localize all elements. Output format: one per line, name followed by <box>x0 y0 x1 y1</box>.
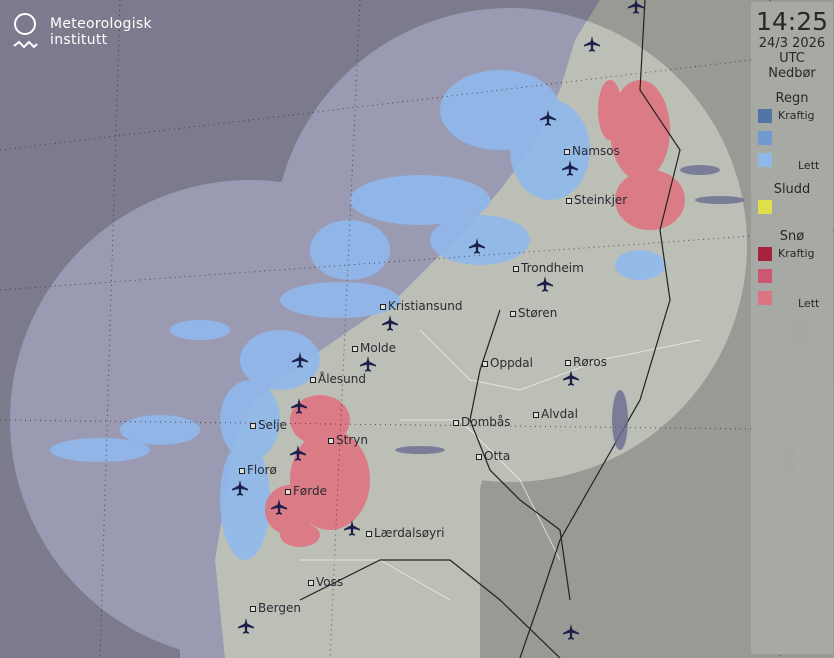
legend-group-snow: Snø <box>779 229 805 244</box>
rain-areas <box>50 70 665 560</box>
legend-swatch: Kraftig <box>758 247 833 266</box>
city-label: Bergen <box>250 602 301 614</box>
airplane-icon[interactable] <box>537 276 553 292</box>
city-label: Otta <box>476 450 510 462</box>
airplane-icon[interactable] <box>238 618 254 634</box>
legend-swatch <box>758 200 833 219</box>
airplane-icon[interactable] <box>584 36 600 52</box>
airplane-icon[interactable] <box>382 315 398 331</box>
airplane-icon[interactable] <box>360 356 376 372</box>
airplane-icon[interactable] <box>469 238 485 254</box>
legend-swatch: Lett <box>758 291 833 310</box>
legend-swatch <box>758 269 833 288</box>
city-label: Førde <box>285 485 327 497</box>
legend-swatch: Lett <box>758 153 833 172</box>
city-label: Kristiansund <box>380 300 462 312</box>
airplane-icon[interactable] <box>563 624 579 640</box>
legend-time: 14:25 <box>755 7 829 36</box>
city-label: Molde <box>352 342 396 354</box>
city-label: Florø <box>239 464 277 476</box>
brand-name-line1: Meteorologisk <box>50 16 152 32</box>
legend-date: 24/3 2026 <box>758 36 826 51</box>
airplane-icon[interactable] <box>628 0 644 14</box>
legend-swatch <box>758 131 833 150</box>
airplane-icon[interactable] <box>563 370 579 386</box>
city-label: Trondheim <box>513 262 584 274</box>
brand-name-line2: institutt <box>50 32 108 48</box>
city-label: Dombås <box>453 416 511 428</box>
airplane-icon[interactable] <box>232 480 248 496</box>
precipitation-legend: 14:25 24/3 2026 UTC Nedbør Regn Kraftig … <box>751 2 833 654</box>
city-label: Alvdal <box>533 408 578 420</box>
airplane-icon[interactable] <box>291 398 307 414</box>
airplane-icon[interactable] <box>344 520 360 536</box>
airplane-icon[interactable] <box>562 160 578 176</box>
airplane-icon[interactable] <box>271 499 287 515</box>
legend-swatch: Kraftig <box>758 109 833 128</box>
city-label: Oppdal <box>482 357 533 369</box>
city-label: Røros <box>565 356 607 368</box>
city-label: Lærdalsøyri <box>366 527 444 539</box>
met-logo[interactable]: Meteorologisk institutt <box>12 12 152 52</box>
city-label: Steinkjer <box>566 194 627 206</box>
airplane-icon[interactable] <box>292 352 308 368</box>
city-label: Namsos <box>564 145 620 157</box>
airplane-icon[interactable] <box>540 110 556 126</box>
met-circle-wave-logo-icon <box>13 13 38 49</box>
snow-areas <box>265 80 685 547</box>
airplane-icon[interactable] <box>290 445 306 461</box>
city-label: Stryn <box>328 434 368 446</box>
legend-title: Nedbør <box>768 66 816 81</box>
city-label: Voss <box>308 576 343 588</box>
legend-group-rain: Regn <box>775 91 809 106</box>
city-label: Støren <box>510 307 557 319</box>
city-label: Selje <box>250 419 287 431</box>
legend-group-sleet: Sludd <box>773 182 811 197</box>
city-label: Ålesund <box>310 373 366 385</box>
legend-timezone: UTC <box>779 51 805 66</box>
